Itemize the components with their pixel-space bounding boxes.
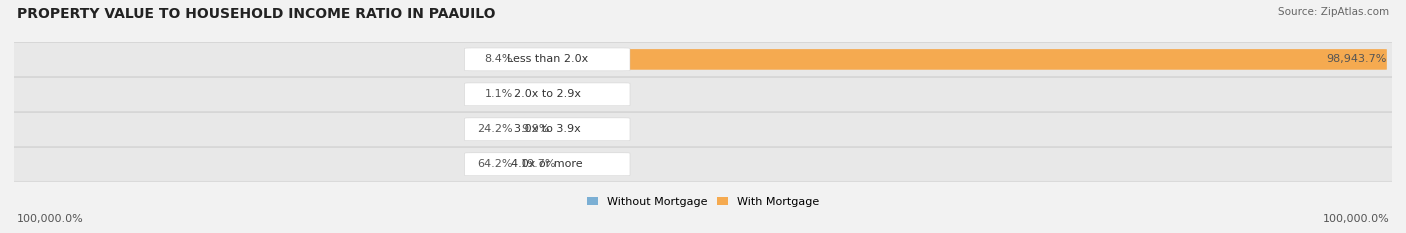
Text: 4.0x or more: 4.0x or more bbox=[512, 159, 583, 169]
Text: 3.0x to 3.9x: 3.0x to 3.9x bbox=[515, 124, 581, 134]
Text: 64.2%: 64.2% bbox=[477, 159, 513, 169]
Text: Less than 2.0x: Less than 2.0x bbox=[506, 55, 588, 64]
Text: 8.4%: 8.4% bbox=[484, 55, 513, 64]
FancyBboxPatch shape bbox=[464, 83, 630, 106]
FancyBboxPatch shape bbox=[513, 119, 522, 140]
Text: 1.1%: 1.1% bbox=[485, 89, 513, 99]
FancyBboxPatch shape bbox=[513, 84, 522, 105]
Text: PROPERTY VALUE TO HOUSEHOLD INCOME RATIO IN PAAUILO: PROPERTY VALUE TO HOUSEHOLD INCOME RATIO… bbox=[17, 7, 495, 21]
Text: 24.2%: 24.2% bbox=[477, 124, 513, 134]
FancyBboxPatch shape bbox=[513, 49, 1386, 70]
Text: 100,000.0%: 100,000.0% bbox=[1323, 214, 1389, 224]
FancyBboxPatch shape bbox=[10, 147, 1396, 181]
Text: 9.9%: 9.9% bbox=[522, 124, 550, 134]
FancyBboxPatch shape bbox=[513, 154, 522, 175]
Legend: Without Mortgage, With Mortgage: Without Mortgage, With Mortgage bbox=[588, 197, 818, 207]
Text: 98,943.7%: 98,943.7% bbox=[1326, 55, 1386, 64]
FancyBboxPatch shape bbox=[513, 119, 522, 140]
FancyBboxPatch shape bbox=[464, 153, 630, 176]
FancyBboxPatch shape bbox=[10, 112, 1396, 146]
Text: 100,000.0%: 100,000.0% bbox=[17, 214, 83, 224]
FancyBboxPatch shape bbox=[513, 49, 522, 70]
FancyBboxPatch shape bbox=[513, 154, 522, 175]
Text: Source: ZipAtlas.com: Source: ZipAtlas.com bbox=[1278, 7, 1389, 17]
FancyBboxPatch shape bbox=[10, 42, 1396, 76]
FancyBboxPatch shape bbox=[464, 48, 630, 71]
Text: 19.7%: 19.7% bbox=[522, 159, 557, 169]
FancyBboxPatch shape bbox=[464, 118, 630, 141]
FancyBboxPatch shape bbox=[10, 77, 1396, 111]
Text: 2.0x to 2.9x: 2.0x to 2.9x bbox=[513, 89, 581, 99]
